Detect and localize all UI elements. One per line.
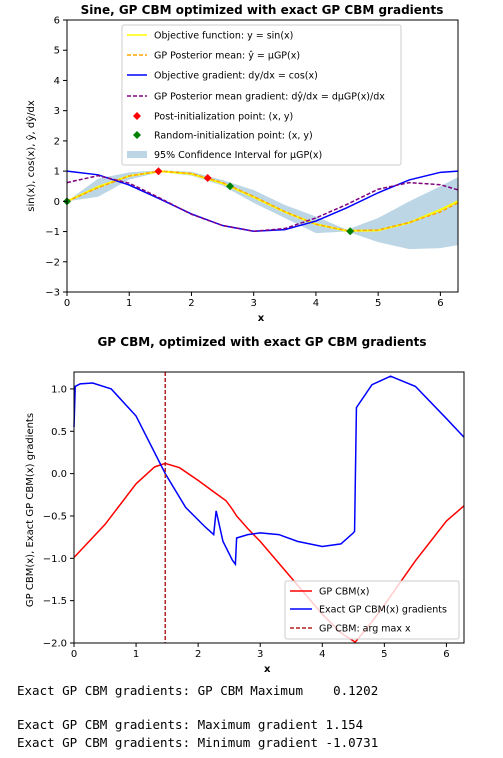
random-init-point (226, 182, 235, 191)
chart2-xtick-label: 6 (443, 649, 449, 660)
legend-ci: 95% Confidence Interval for μGP(x) (154, 150, 322, 161)
chart1-xtick-label: 0 (64, 298, 70, 309)
chart2-ytick-label: −0.5 (43, 511, 67, 522)
chart1-xlabel: x (258, 313, 265, 324)
sine-gp-chart: Sine, GP CBM optimized with exact GP CBM… (25, 3, 459, 324)
chart1-xtick-label: 2 (188, 298, 194, 309)
chart1-frame (66, 19, 459, 293)
chart1-ytick-label: 0 (54, 197, 60, 208)
chart2-ytick-label: −2.0 (43, 639, 67, 650)
legend-mean: GP Posterior mean: ŷ = μGP(x) (154, 51, 300, 62)
chart2-legend: GP CBM(x) Exact GP CBM(x) gradients GP C… (284, 580, 460, 640)
post-init-point (154, 167, 163, 176)
legend2-cbm: GP CBM(x) (319, 587, 370, 598)
chart1-legend: Objective function: y = sin(x) GP Poster… (121, 24, 402, 166)
chart2-ylabel: GP CBM(x), Exact GP CBM(x) gradients (25, 413, 36, 607)
chart1-title: Sine, GP CBM optimized with exact GP CBM… (81, 3, 444, 17)
chart1-xtick-label: 1 (126, 298, 132, 309)
chart2-xtick-label: 2 (195, 649, 201, 660)
chart1-ylabel: sin(x), cos(x), ŷ, dŷ/dx (25, 100, 37, 212)
legend-objective: Objective function: y = sin(x) (154, 31, 293, 42)
legend2-argmax: GP CBM: arg max x (319, 624, 411, 635)
legend-gradient: Objective gradient: dy/dx = cos(x) (154, 71, 318, 82)
ci-band (67, 170, 458, 250)
legend-mean-gradient: GP Posterior mean gradient: dŷ/dx = dμGP… (154, 92, 385, 103)
chart2-ytick-label: 0.0 (51, 469, 67, 480)
chart2-xlabel-text: x (264, 664, 271, 675)
chart2-xtick-label: 1 (133, 649, 139, 660)
output-line-max: Exact GP CBM gradients: GP CBM Maximum 0… (17, 683, 379, 698)
chart1-xtick-label: 3 (251, 298, 257, 309)
chart2-xtick-label: 0 (71, 649, 77, 660)
chart2-xtick-label: 4 (319, 649, 325, 660)
output-line-min-gradient: Exact GP CBM gradients: Minimum gradient… (17, 735, 379, 750)
chart2-ytick-label: 0.5 (51, 427, 67, 438)
legend-post-point: Post-initialization point: (x, y) (154, 112, 293, 123)
chart2-ytick-label: −1.5 (43, 596, 67, 607)
gp-cbm-chart: GP CBM, optimized with exact GP CBM grad… (25, 335, 465, 660)
chart1-ytick-label: −3 (45, 288, 60, 299)
series-gp-mean-gradient-line (66, 174, 459, 233)
chart1-ytick-label: 6 (54, 16, 60, 27)
chart1-xtick-label: 6 (437, 298, 443, 309)
chart1-ytick-label: 5 (54, 46, 60, 57)
chart2-ytick-label: −1.0 (43, 554, 67, 565)
chart1-ytick-label: −1 (45, 227, 60, 238)
legend-swatch-post-point (133, 112, 141, 120)
legend-swatch-random-point (133, 131, 141, 139)
legend-swatch-ci (127, 151, 147, 158)
random-init-point (346, 227, 355, 236)
post-init-point (203, 174, 212, 183)
chart1-ytick-label: −2 (45, 257, 60, 268)
chart2-frame (73, 371, 465, 644)
chart2-title: GP CBM, optimized with exact GP CBM grad… (97, 335, 426, 349)
output-line-max-gradient: Exact GP CBM gradients: Maximum gradient… (17, 717, 364, 732)
chart1-xtick-label: 5 (375, 298, 381, 309)
chart2-ytick-label: 1.0 (51, 384, 67, 395)
chart2-xtick-label: 3 (257, 649, 263, 660)
chart1-ytick-label: 3 (54, 106, 60, 117)
chart1-ytick-label: 2 (54, 136, 60, 147)
series-cbm-gradients-line (73, 375, 465, 567)
chart1-ytick-label: 1 (54, 167, 60, 178)
chart2-xtick-label: 5 (381, 649, 387, 660)
legend-random-point: Random-initialization point: (x, y) (154, 131, 313, 142)
legend2-gradients: Exact GP CBM(x) gradients (319, 605, 447, 616)
series-gp-mean-line (66, 170, 459, 232)
chart1-xtick-label: 4 (313, 298, 319, 309)
chart1-ytick-label: 4 (54, 76, 60, 87)
